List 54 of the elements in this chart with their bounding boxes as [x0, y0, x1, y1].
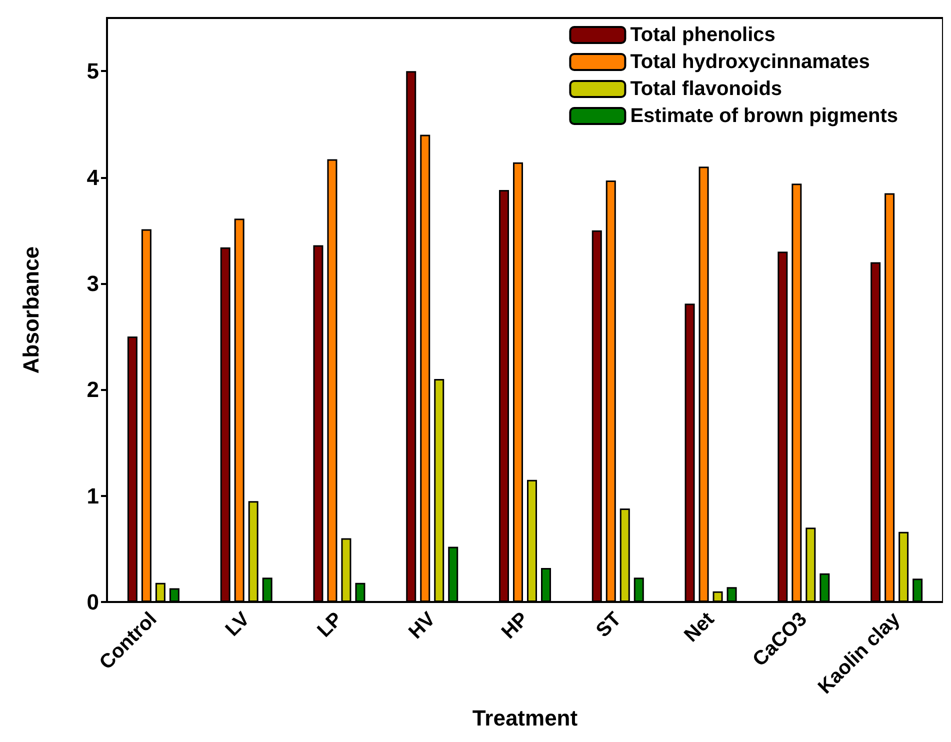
bar	[169, 588, 180, 602]
bar	[912, 578, 923, 602]
y-tick-label: 0	[86, 590, 99, 614]
bar	[262, 578, 272, 602]
bar	[698, 166, 709, 602]
x-tick-label: HV	[404, 608, 440, 644]
bar	[434, 379, 444, 602]
bar	[884, 193, 895, 602]
legend-label: Total phenolics	[630, 24, 776, 46]
x-tick-label: LP	[313, 608, 347, 642]
y-tick-label: 5	[86, 58, 99, 84]
bar	[527, 480, 537, 602]
x-tick-label: HP	[498, 608, 533, 644]
bar	[141, 229, 152, 602]
bar	[592, 230, 602, 602]
y-axis-title: Absorbance	[18, 246, 44, 374]
legend-label: Total flavonoids	[630, 78, 782, 100]
bar	[634, 578, 644, 602]
bar	[792, 184, 802, 602]
bar	[155, 582, 166, 602]
bar	[620, 508, 630, 602]
bar	[406, 71, 416, 602]
bar	[327, 159, 338, 602]
bar	[499, 190, 509, 602]
x-tick-label: Net	[680, 608, 719, 647]
x-axis-title: Treatment	[472, 706, 578, 730]
bar	[248, 501, 258, 602]
y-tick-label: 2	[86, 377, 99, 402]
bar	[684, 304, 695, 602]
bar	[448, 546, 458, 602]
x-tick-label: ST	[592, 608, 626, 642]
y-tick-label: 1	[86, 483, 99, 508]
bar	[127, 336, 138, 602]
bar	[341, 538, 352, 602]
bar	[234, 218, 244, 602]
bar	[898, 532, 909, 602]
bar	[220, 247, 230, 602]
bar	[820, 573, 830, 602]
bar	[606, 180, 616, 602]
x-tick-label: LV	[222, 608, 255, 641]
bar	[806, 528, 816, 602]
bar	[870, 262, 881, 602]
bar	[726, 587, 737, 602]
bar	[778, 252, 788, 602]
bar	[541, 568, 551, 602]
bar	[420, 134, 430, 602]
bar	[355, 582, 366, 602]
bar	[313, 245, 324, 602]
bar	[712, 591, 723, 602]
y-tick-label: 3	[86, 270, 99, 296]
legend-label: Total hydroxycinnamates	[630, 51, 870, 73]
legend-label: Estimate of brown pigments	[630, 105, 898, 127]
y-tick-label: 4	[86, 164, 100, 190]
bar	[513, 162, 523, 602]
